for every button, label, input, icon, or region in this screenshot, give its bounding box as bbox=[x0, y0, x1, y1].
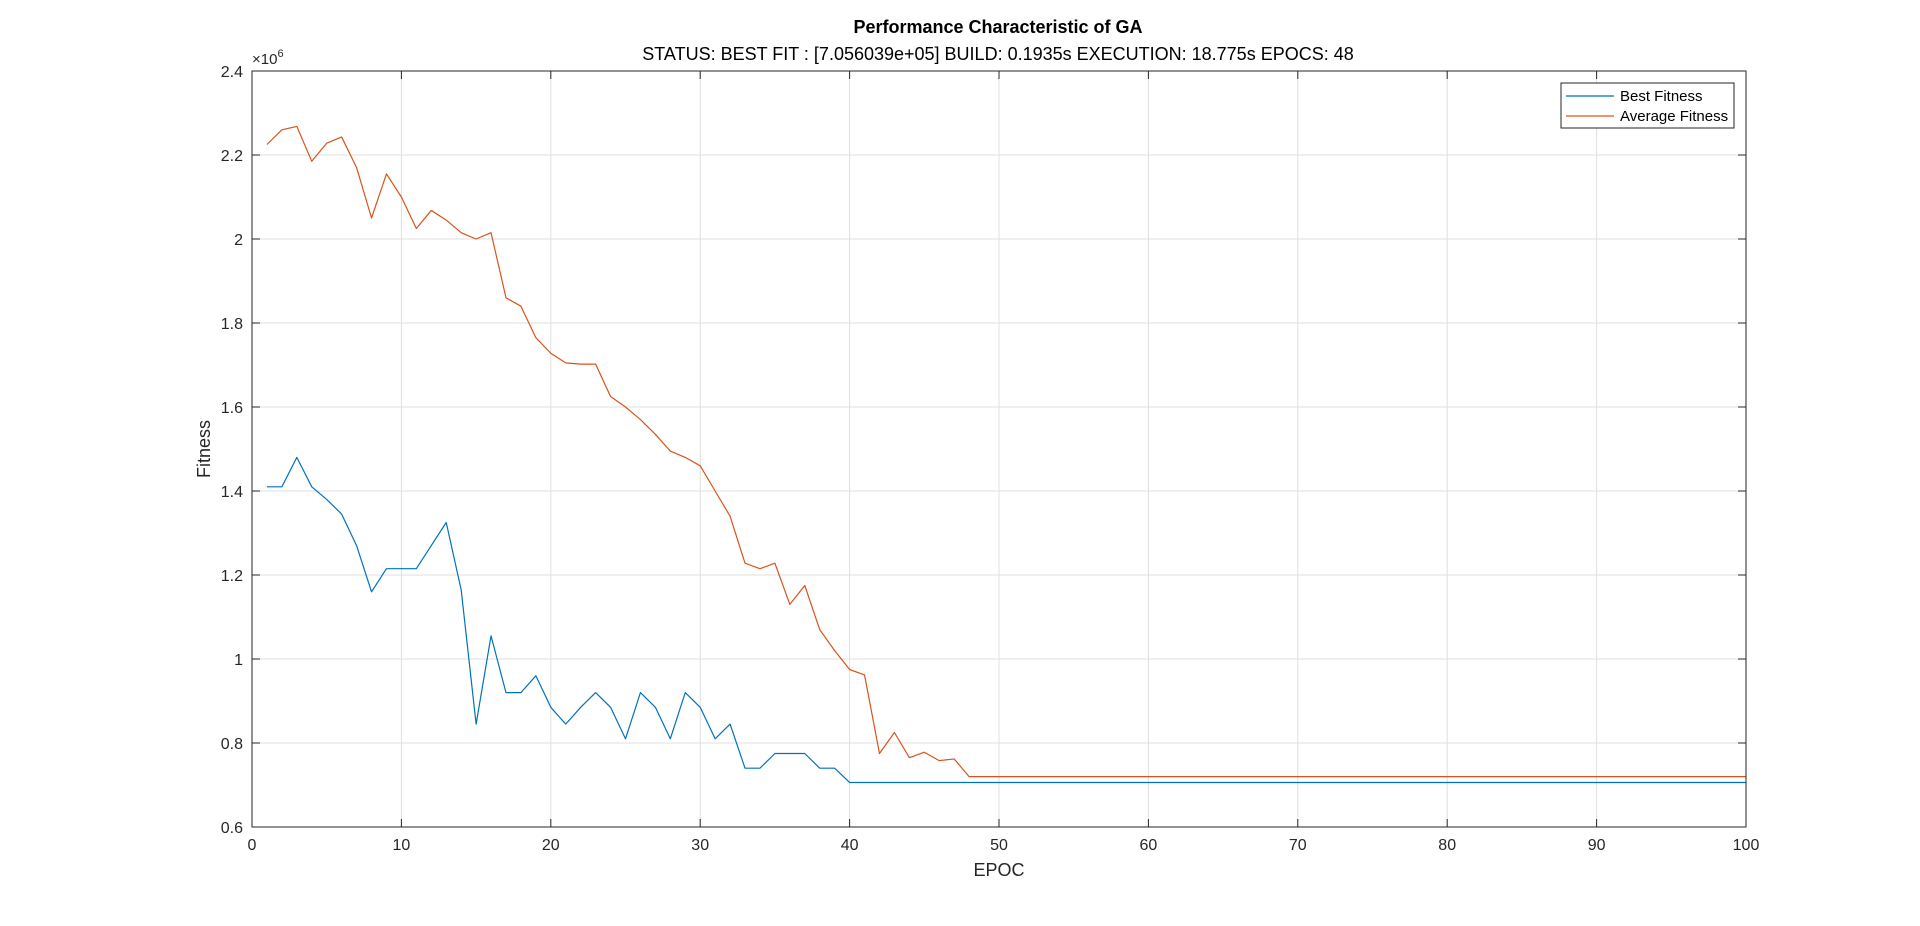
y-exponent-power: 6 bbox=[277, 48, 283, 60]
series-line-average-fitness bbox=[266, 125, 1746, 778]
y-tick-label: 1.2 bbox=[221, 568, 243, 585]
legend-label-average-fitness: Average Fitness bbox=[1620, 108, 1728, 125]
y-axis-label: Fitness bbox=[194, 420, 214, 478]
x-tick-label: 10 bbox=[393, 837, 411, 854]
series-layer bbox=[266, 125, 1746, 784]
x-axis-label: EPOC bbox=[973, 860, 1024, 880]
chart-subtitle: STATUS: BEST FIT : [7.056039e+05] BUILD:… bbox=[642, 44, 1354, 64]
y-tick-label: 2 bbox=[234, 232, 243, 249]
x-tick-label: 100 bbox=[1733, 837, 1760, 854]
y-tick-label: 0.6 bbox=[221, 820, 243, 837]
y-tick-label: 1.6 bbox=[221, 400, 243, 417]
y-axis-exponent: ×106 bbox=[252, 48, 284, 68]
chart-title: Performance Characteristic of GA bbox=[853, 17, 1142, 37]
y-exponent-base: ×10 bbox=[252, 51, 277, 68]
x-tick-label: 30 bbox=[691, 837, 709, 854]
x-tick-label: 20 bbox=[542, 837, 560, 854]
legend-box bbox=[1560, 82, 1735, 129]
y-tick-label: 1.8 bbox=[221, 316, 243, 333]
x-tick-label: 70 bbox=[1289, 837, 1307, 854]
legend-label-best-fitness: Best Fitness bbox=[1620, 88, 1703, 105]
y-tick-label: 2.4 bbox=[221, 64, 243, 81]
x-tick-label: 90 bbox=[1588, 837, 1606, 854]
x-tick-label: 50 bbox=[990, 837, 1008, 854]
x-tick-label: 80 bbox=[1438, 837, 1456, 854]
x-tick-label: 60 bbox=[1140, 837, 1158, 854]
x-tick-label: 0 bbox=[248, 837, 257, 854]
y-tick-label: 1 bbox=[234, 652, 243, 669]
y-tick-label: 0.8 bbox=[221, 736, 243, 753]
ticks: 0 10 20 30 40 50 60 70 80 90 100 0.6 0.8 1 1.2 1.4 1.6 1.… bbox=[221, 64, 1760, 854]
legend: Best Fitness Average Fitness bbox=[1560, 82, 1735, 129]
x-tick-label: 40 bbox=[841, 837, 859, 854]
y-tick-label: 1.4 bbox=[221, 484, 243, 501]
y-tick-label: 2.2 bbox=[221, 148, 243, 165]
series-line-best-fitness bbox=[266, 456, 1746, 784]
